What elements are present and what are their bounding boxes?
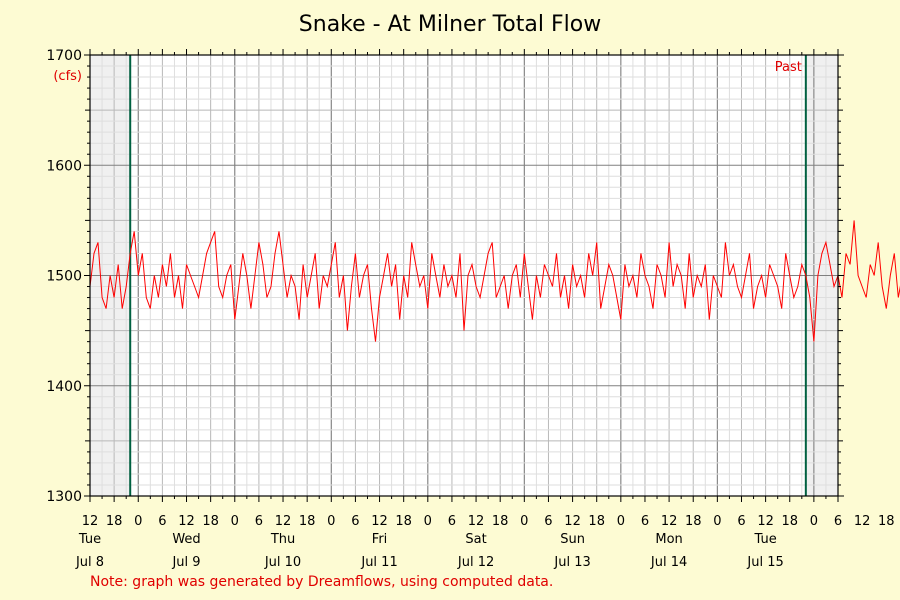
y-tick-label: 1500 (46, 269, 82, 285)
x-hour-tick-label: 18 (588, 514, 605, 529)
x-hour-tick-label: 12 (564, 514, 581, 529)
x-date-label: Jul 8 (75, 555, 104, 570)
y-tick-label: 1600 (46, 158, 82, 174)
x-hour-tick-label: 18 (106, 514, 123, 529)
x-date-label: Jul 9 (171, 555, 200, 570)
x-date-label: Jul 13 (553, 555, 590, 570)
chart-title: Snake - At Milner Total Flow (298, 12, 602, 37)
x-hour-tick-label: 6 (834, 514, 842, 529)
x-day-label: Thu (270, 532, 295, 547)
x-hour-tick-label: 18 (492, 514, 509, 529)
x-hour-tick-label: 12 (468, 514, 485, 529)
x-hour-tick-label: 18 (395, 514, 412, 529)
x-hour-tick-label: 6 (158, 514, 166, 529)
flow-series-line (89, 220, 900, 342)
x-hour-tick-label: 0 (713, 514, 721, 529)
x-hour-tick-label: 0 (424, 514, 432, 529)
x-hour-tick-label: 12 (661, 514, 678, 529)
x-day-label: Fri (372, 532, 388, 547)
x-hour-tick-label: 0 (810, 514, 818, 529)
x-day-label: Tue (754, 532, 777, 547)
x-date-label: Jul 14 (650, 555, 687, 570)
x-date-label: Jul 10 (264, 555, 301, 570)
x-hour-tick-label: 0 (617, 514, 625, 529)
past-annotation: Past (775, 60, 802, 75)
x-hour-tick-label: 12 (757, 514, 774, 529)
x-hour-tick-label: 0 (231, 514, 239, 529)
x-hour-tick-label: 0 (520, 514, 528, 529)
x-hour-tick-label: 18 (781, 514, 798, 529)
x-hour-tick-label: 6 (351, 514, 359, 529)
x-hour-tick-label: 12 (371, 514, 388, 529)
data-source-note: Note: graph was generated by Dreamflows,… (90, 574, 554, 590)
x-hour-tick-label: 12 (178, 514, 195, 529)
x-hour-tick-label: 18 (202, 514, 219, 529)
x-hour-tick-label: 0 (327, 514, 335, 529)
x-hour-tick-label: 6 (255, 514, 263, 529)
x-hour-tick-label: 18 (878, 514, 895, 529)
x-date-label: Jul 11 (360, 555, 397, 570)
x-day-label: Sat (465, 532, 486, 547)
y-tick-label: 1700 (46, 48, 82, 64)
x-hour-tick-label: 12 (275, 514, 292, 529)
x-hour-tick-label: 18 (685, 514, 702, 529)
y-axis-unit-label: (cfs) (53, 69, 82, 84)
y-tick-label: 1400 (46, 379, 82, 395)
x-hour-tick-label: 12 (82, 514, 99, 529)
x-hour-tick-label: 6 (448, 514, 456, 529)
x-hour-tick-label: 6 (737, 514, 745, 529)
x-day-label: Mon (655, 532, 682, 547)
x-hour-tick-label: 0 (134, 514, 142, 529)
y-tick-label: 1300 (46, 489, 82, 505)
x-day-label: Tue (78, 532, 101, 547)
x-hour-tick-label: 18 (299, 514, 316, 529)
x-day-label: Sun (560, 532, 585, 547)
x-date-label: Jul 15 (746, 555, 783, 570)
x-hour-tick-label: 6 (544, 514, 552, 529)
x-hour-tick-label: 6 (641, 514, 649, 529)
x-day-label: Wed (172, 532, 200, 547)
x-hour-tick-label: 12 (854, 514, 871, 529)
x-date-label: Jul 12 (457, 555, 494, 570)
